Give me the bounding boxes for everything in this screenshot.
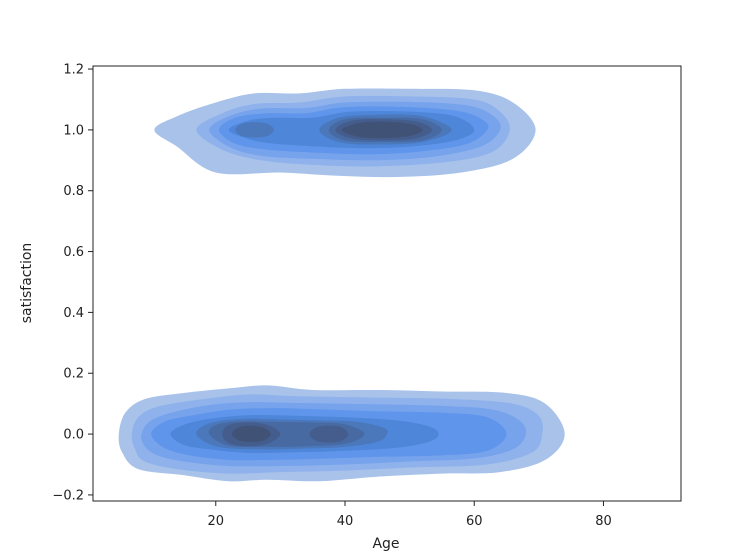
x-tick-label: 60: [466, 514, 483, 529]
y-tick-label: 1.2: [63, 63, 84, 78]
y-tick-label: 1.0: [63, 123, 84, 138]
y-tick-label: 0.0: [63, 428, 84, 443]
y-tick-label: 0.8: [63, 184, 84, 199]
y-tick-label: 0.4: [63, 306, 84, 321]
x-tick-label: 40: [337, 514, 354, 529]
satisfaction-1-contour-level-8: [341, 121, 423, 139]
y-axis-ticks: −0.2 0.0 0.2 0.4 0.6 0.8 1.0 1.2: [52, 63, 93, 503]
satisfaction-0-contour-level-8: [231, 425, 271, 442]
x-axis-label: Age: [372, 536, 399, 552]
x-axis-ticks: 20 40 60 80: [207, 501, 612, 529]
x-tick-label: 80: [595, 514, 612, 529]
y-tick-label: −0.2: [52, 488, 84, 503]
plot-frame: [92, 65, 682, 502]
x-tick-label: 20: [207, 514, 224, 529]
density-contours: [118, 88, 565, 482]
y-tick-label: 0.6: [63, 245, 84, 260]
y-axis-label: satisfaction: [19, 243, 35, 324]
satisfaction-0-contour-level-7: [309, 425, 349, 443]
y-tick-label: 0.2: [63, 367, 84, 382]
satisfaction-1-contour-level-5: [235, 122, 274, 138]
